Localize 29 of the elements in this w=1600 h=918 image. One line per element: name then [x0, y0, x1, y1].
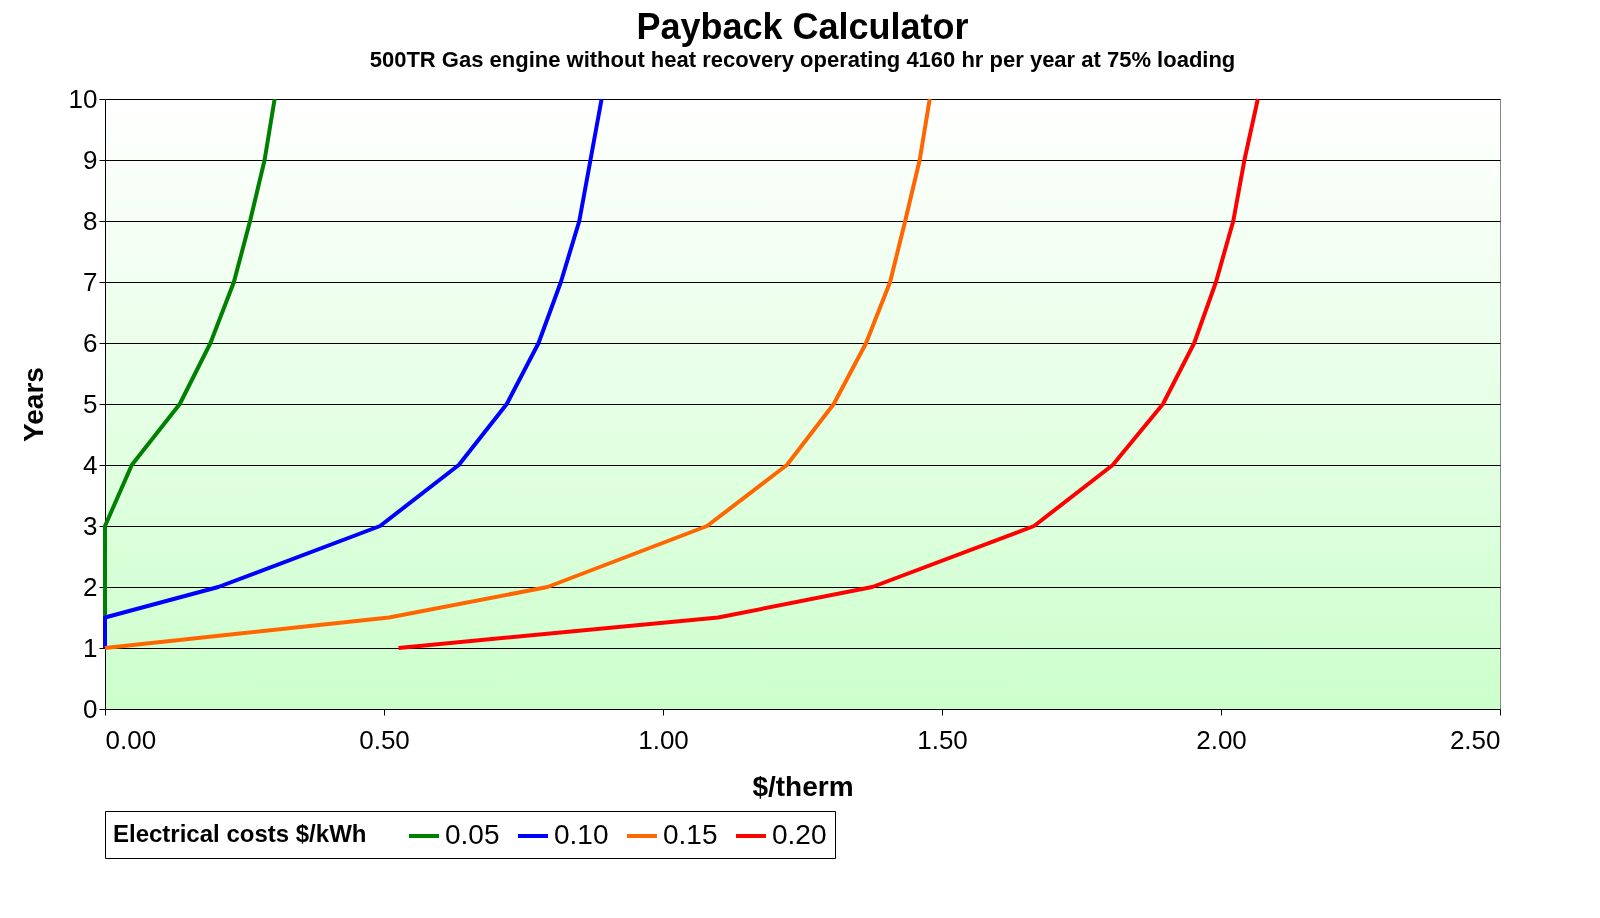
- y-tick-label: 10: [68, 83, 98, 114]
- x-tick-label: 0.50: [359, 724, 410, 755]
- y-tick-label: 1: [83, 632, 98, 663]
- x-tick-label: 1.00: [638, 724, 689, 755]
- legend-label: 0.15: [663, 819, 718, 850]
- x-tick-label: 0.00: [105, 724, 157, 755]
- x-tick-label: 2.00: [1196, 724, 1247, 755]
- line-series: [103, 97, 604, 650]
- y-tick-label: 2: [83, 571, 98, 602]
- y-tick-label: 6: [83, 327, 98, 358]
- legend-label: 0.10: [554, 819, 609, 850]
- y-tick-label: 4: [83, 449, 98, 480]
- y-tick-label: 8: [83, 205, 98, 236]
- y-tick-label: 0: [83, 693, 98, 724]
- legend-label: 0.05: [445, 819, 500, 850]
- y-tick-label: 3: [83, 510, 98, 541]
- line-series: [396, 97, 1260, 650]
- x-tick-label: 1.50: [917, 724, 968, 755]
- y-tick-label: 9: [83, 144, 98, 175]
- x-tick-label: 2.50: [1449, 724, 1501, 755]
- y-tick-label: 5: [83, 388, 98, 419]
- chart-title: Payback Calculator: [636, 6, 969, 47]
- y-tick-label: 7: [83, 266, 98, 297]
- line-series: [103, 97, 932, 650]
- y-axis-title: Years: [17, 367, 49, 442]
- legend-title: Electrical costs $/kWh: [113, 820, 367, 847]
- x-axis-title: $/therm: [752, 770, 854, 802]
- legend-label: 0.20: [772, 819, 827, 850]
- chart-subtitle: 500TR Gas engine without heat recovery operating 4160 hr per year at 75% loading: [369, 47, 1236, 72]
